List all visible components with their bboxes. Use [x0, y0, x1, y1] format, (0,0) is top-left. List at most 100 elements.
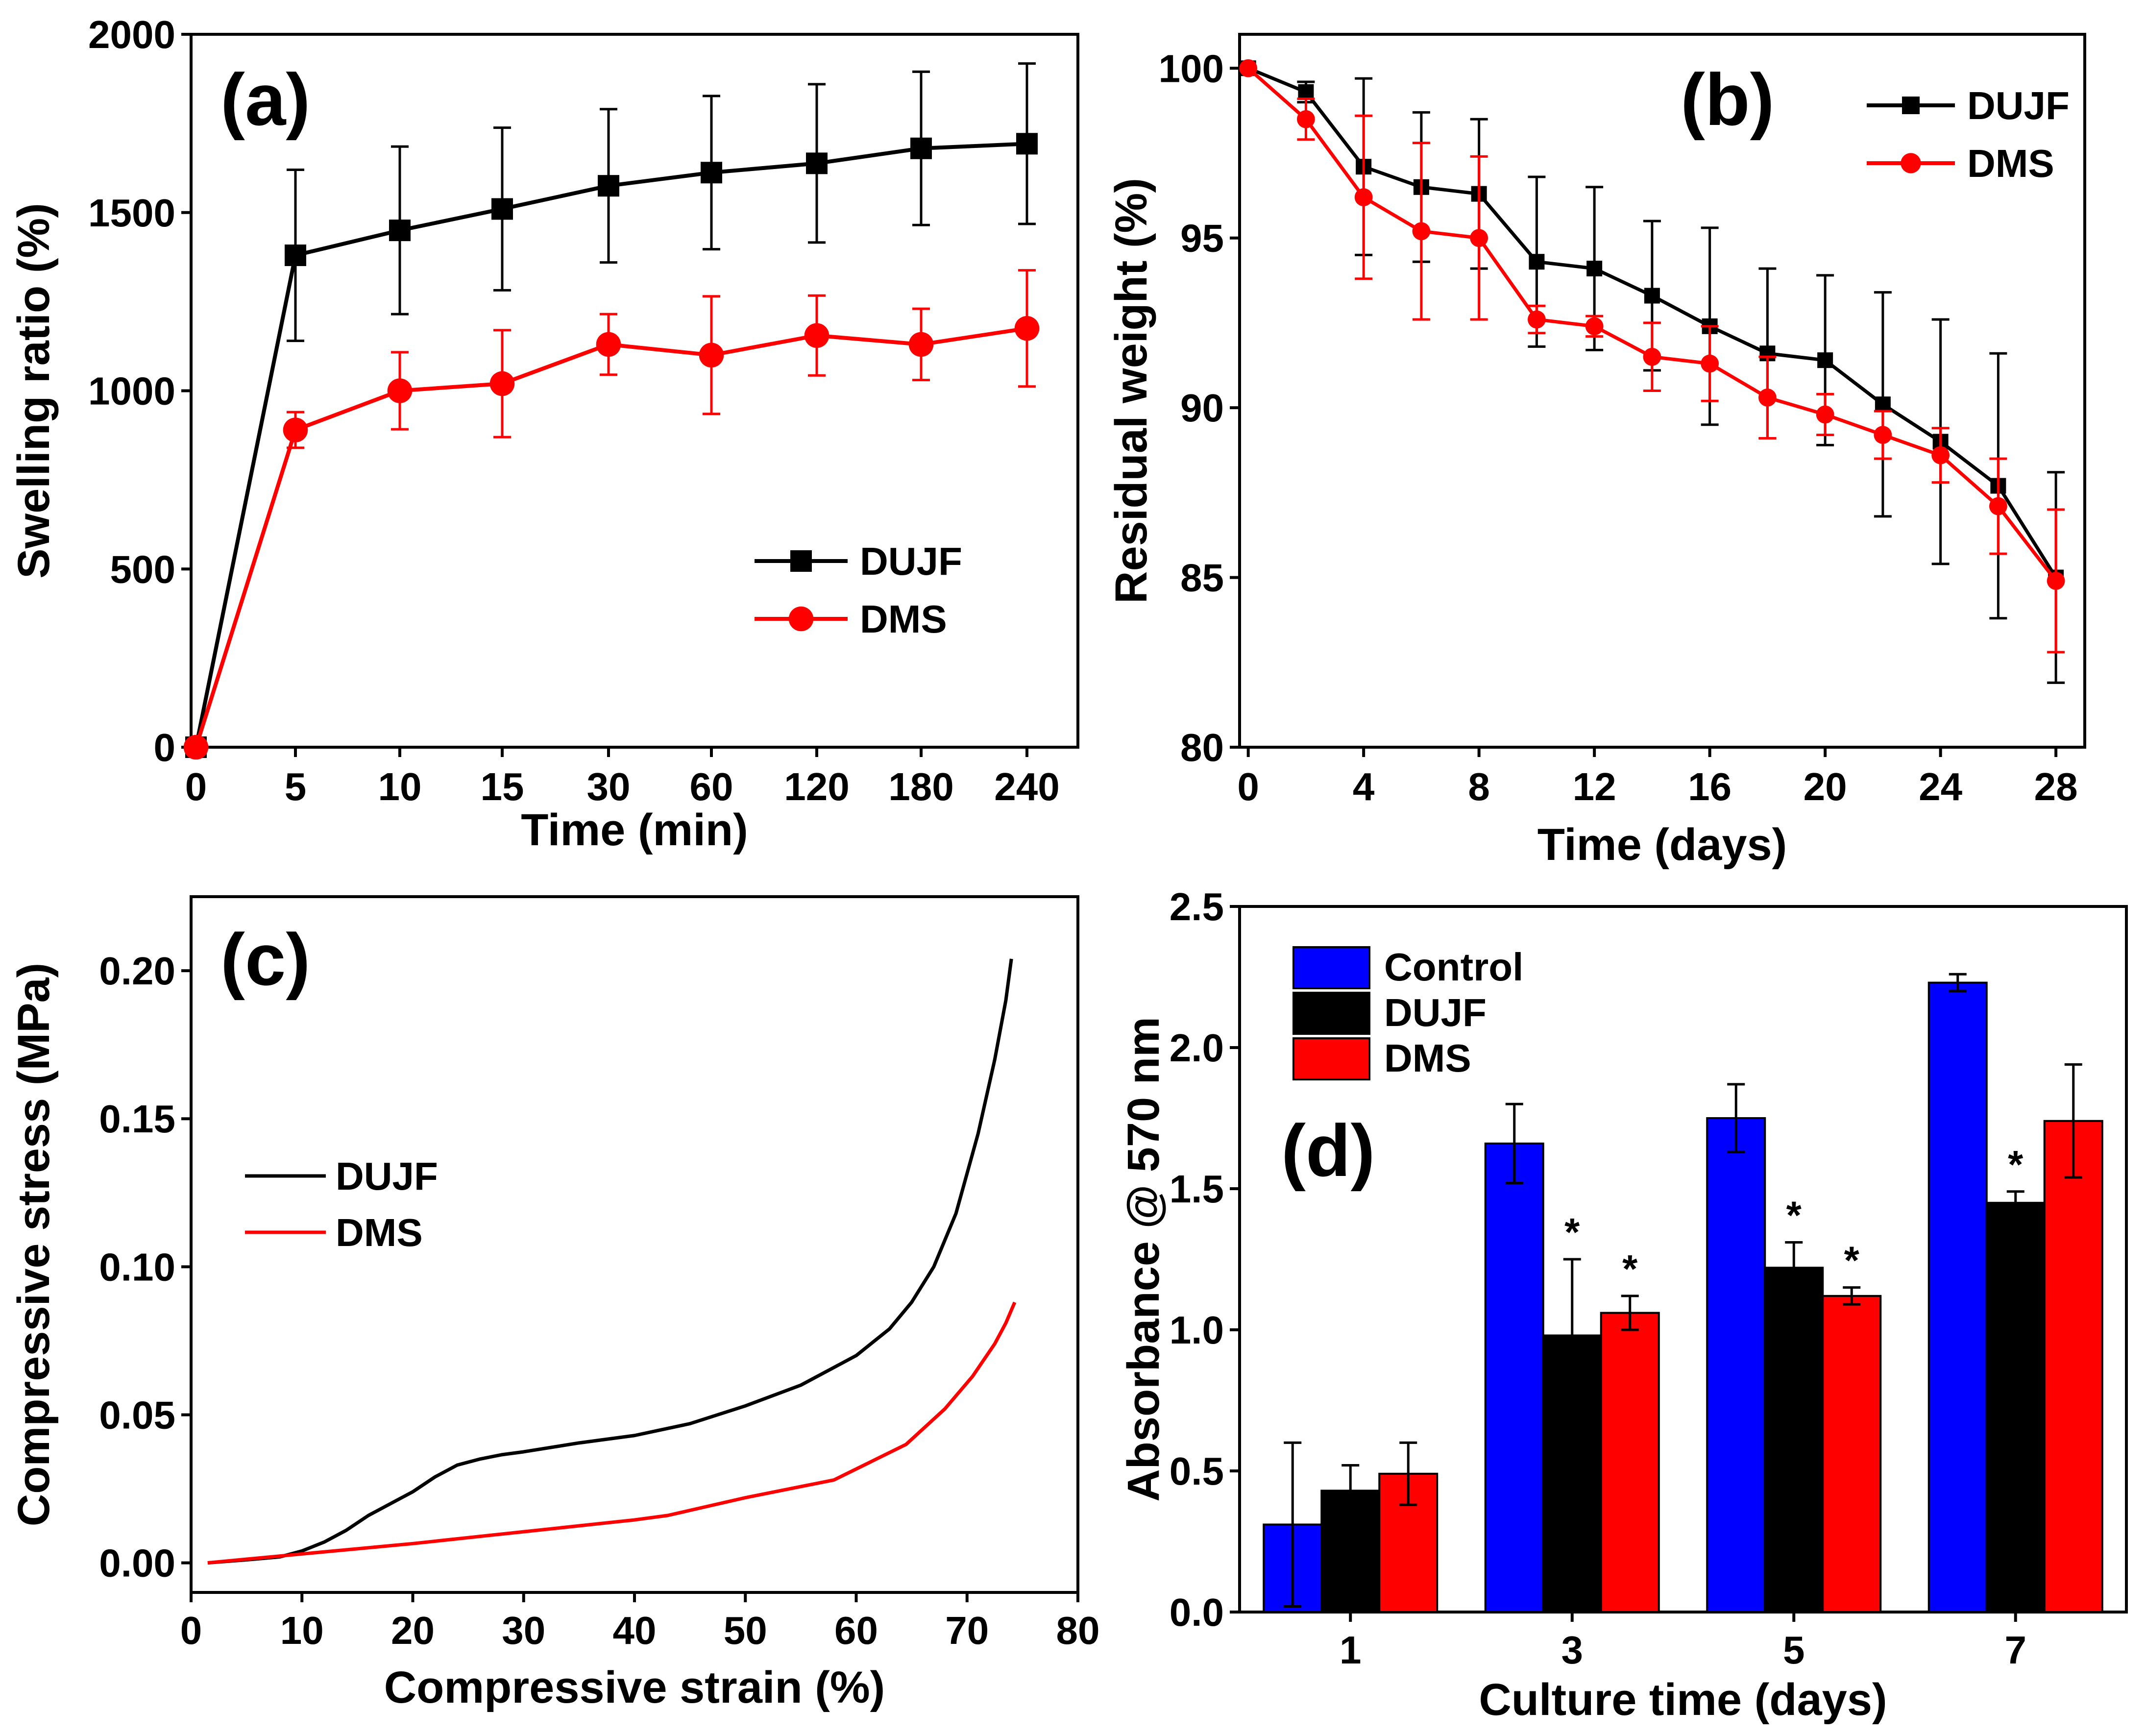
y-tick-label-1-4: 100 [1159, 47, 1224, 90]
x-tick-label-b-4: 16 [1688, 765, 1731, 808]
point-dujf-b-5 [1529, 254, 1545, 270]
bar-control-d-3 [1927, 981, 1988, 1613]
point-dms-b-10 [1816, 405, 1834, 424]
x-tick-label-d-0: 1 [1340, 1628, 1362, 1672]
x-tick-label-a-6: 120 [784, 765, 849, 808]
series-dujf-a [185, 62, 1038, 758]
x-tick-label-c-7: 70 [945, 1609, 989, 1652]
y-tick-label-2-0: 0.00 [99, 1541, 175, 1585]
bar-dms-d-0 [1378, 1472, 1439, 1613]
error-bar-control-d-3 [1949, 973, 1967, 993]
x-tick-label-a-1: 5 [285, 765, 307, 808]
x-tick-label-a-2: 10 [378, 765, 422, 808]
point-dujf-a-5 [701, 162, 722, 184]
y-tick-label-3-1: 0.5 [1170, 1449, 1224, 1493]
significance-mark-dms-d-1: * [1622, 1247, 1638, 1291]
point-dms-b-5 [1527, 310, 1546, 329]
series-dujf-d: * * * [1320, 1143, 2046, 1614]
legend-label-dujf-d: DUJF [1384, 991, 1487, 1034]
point-dujf-a-2 [389, 220, 411, 242]
significance-mark-dujf-d-2: * [1786, 1193, 1802, 1237]
point-dms-b-2 [1354, 188, 1373, 206]
point-dms-b-9 [1758, 388, 1777, 407]
panel-a: 0 500 1000 1500 2000 0 5 10 15 30 60 120 180 240 Time … [9, 13, 1079, 855]
x-tick-label-a-3: 15 [481, 765, 524, 808]
y-tick-label-0-0: 0 [154, 726, 176, 769]
x-axis-label-1: Time (days) [1537, 820, 1787, 870]
panel-label-d: (d) [1281, 1109, 1375, 1192]
bar-dujf-d-2 [1764, 1267, 1824, 1613]
y-tick-label-1-2: 90 [1180, 386, 1224, 430]
point-dujf-a-4 [598, 175, 619, 197]
bar-dujf-d-3 [1985, 1201, 2046, 1614]
significance-mark-dms-d-2: * [1844, 1239, 1860, 1282]
x-tick-label-d-2: 5 [1783, 1628, 1805, 1672]
series-dms-a [183, 269, 1040, 760]
legend-marker-dms-a [788, 606, 814, 632]
legend-c: DUJF DMS [245, 1154, 438, 1254]
y-tick-label-2-1: 0.05 [99, 1393, 175, 1437]
y-tick-label-0-1: 500 [110, 547, 175, 591]
x-tick-label-c-2: 20 [391, 1609, 435, 1652]
curve-dujf-c [207, 958, 1013, 1565]
x-axis-label-0: Time (min) [521, 805, 748, 855]
point-dms-b-3 [1412, 222, 1431, 241]
point-dujf-b-10 [1817, 352, 1833, 368]
panel-label-a: (a) [220, 58, 310, 141]
error-bar-dms-d-1 [1621, 1295, 1639, 1331]
legend-label-dujf-c: DUJF [336, 1154, 438, 1198]
bar-control-d-1 [1484, 1142, 1544, 1614]
panel-label-b: (b) [1681, 58, 1775, 141]
legend-label-dms-a: DMS [860, 597, 947, 641]
significance-mark-dujf-d-3: * [2008, 1143, 2024, 1186]
bar-dms-d-2 [1822, 1295, 1882, 1613]
x-tick-label-c-6: 60 [834, 1609, 878, 1652]
panel-label-c: (c) [220, 918, 310, 1001]
x-tick-label-c-4: 40 [613, 1609, 657, 1652]
legend-b: DUJF DMS [1867, 84, 2070, 185]
legend-label-dms-b: DMS [1967, 142, 2054, 185]
x-tick-label-b-0: 0 [1237, 765, 1259, 808]
point-dujf-a-7 [910, 137, 932, 159]
x-tick-label-a-7: 180 [888, 765, 953, 808]
x-axis-label-2: Compressive strain (%) [384, 1663, 885, 1712]
x-tick-label-a-8: 240 [994, 765, 1059, 808]
point-dms-b-11 [1874, 426, 1892, 444]
y-tick-label-3-3: 1.5 [1170, 1167, 1224, 1211]
series-dms-b [1239, 59, 2065, 654]
y-axis-label-1: Residual weight (%) [1106, 178, 1156, 604]
plot-frame-b [1238, 33, 2086, 749]
point-dujf-b-1 [1298, 84, 1314, 100]
plot-frame-d [1238, 905, 2128, 1614]
error-bar-control-d-0 [1284, 1441, 1302, 1608]
point-dms-a-1 [283, 417, 308, 442]
point-dms-b-14 [2047, 572, 2065, 590]
legend-marker-dujf-b [1902, 97, 1920, 114]
point-dujf-a-8 [1016, 133, 1038, 155]
x-tick-label-c-5: 50 [724, 1609, 767, 1652]
legend-label-control-d: Control [1384, 945, 1523, 989]
x-tick-label-b-7: 28 [2034, 765, 2078, 808]
point-dms-a-4 [596, 332, 621, 357]
x-tick-label-c-0: 0 [180, 1609, 202, 1652]
point-dujf-b-11 [1875, 396, 1891, 413]
point-dms-b-1 [1297, 110, 1315, 128]
x-tick-label-c-1: 10 [280, 1609, 324, 1652]
bar-dms-d-3 [2043, 1120, 2103, 1613]
x-tick-label-b-2: 8 [1468, 765, 1490, 808]
point-dms-a-2 [387, 378, 413, 403]
point-dujf-b-6 [1586, 261, 1603, 277]
error-bar-dujf-d-0 [1341, 1464, 1360, 1517]
y-tick-label-0-2: 1000 [88, 369, 175, 413]
point-dms-a-8 [1014, 316, 1040, 341]
point-dms-a-3 [489, 371, 515, 396]
y-tick-label-3-2: 1.0 [1170, 1308, 1224, 1352]
significance-mark-dujf-d-1: * [1564, 1210, 1580, 1254]
x-tick-label-a-0: 0 [185, 765, 207, 808]
x-tick-label-a-4: 30 [587, 765, 631, 808]
x-tick-label-b-1: 4 [1353, 765, 1375, 808]
point-dms-b-6 [1585, 317, 1604, 336]
legend-a: DUJF DMS [755, 539, 962, 641]
y-axis-label-0: Swelling ratio (%) [9, 203, 59, 579]
point-dms-b-4 [1470, 229, 1488, 247]
